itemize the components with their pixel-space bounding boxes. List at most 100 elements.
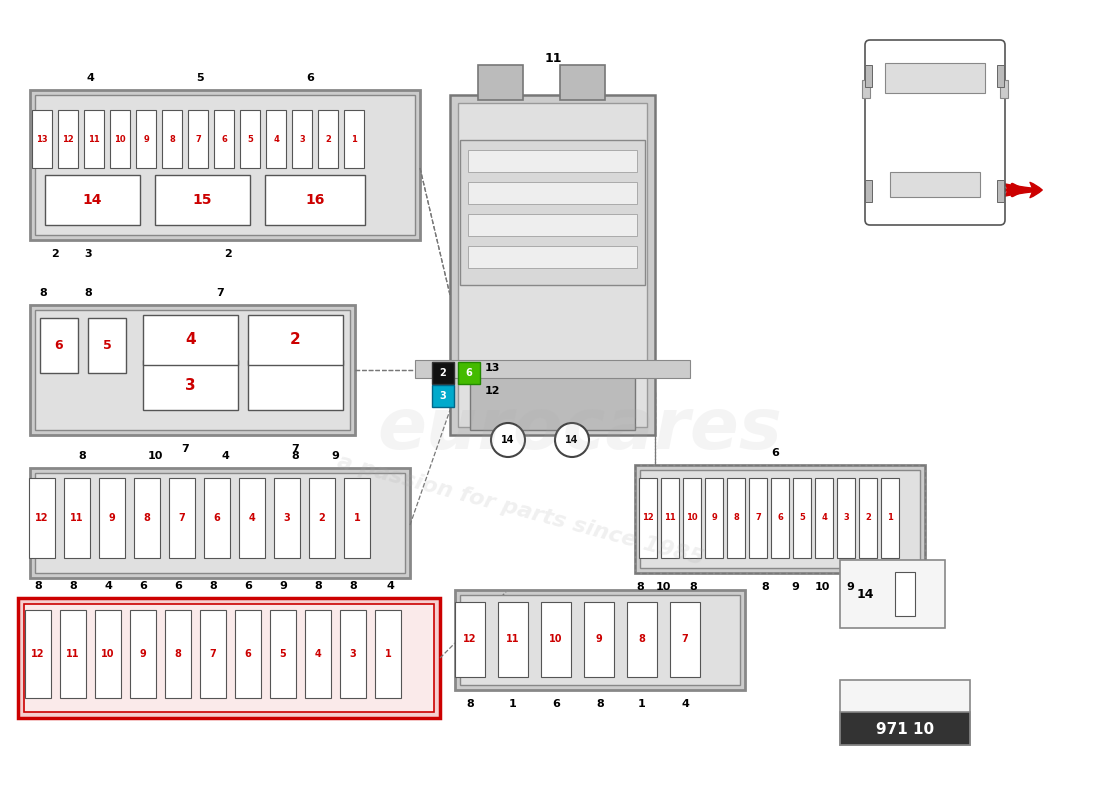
Text: 7: 7 bbox=[195, 134, 201, 143]
Bar bbox=[110, 110, 130, 168]
Bar bbox=[705, 478, 723, 558]
Bar bbox=[88, 318, 126, 373]
Text: 11: 11 bbox=[544, 51, 562, 65]
Bar bbox=[468, 246, 637, 268]
Bar bbox=[165, 610, 191, 698]
Bar bbox=[458, 362, 480, 384]
Bar bbox=[143, 360, 238, 410]
Text: 6: 6 bbox=[213, 513, 220, 523]
Text: 7: 7 bbox=[755, 514, 761, 522]
Text: 9: 9 bbox=[595, 634, 603, 645]
Text: 9: 9 bbox=[846, 582, 854, 592]
Bar bbox=[162, 110, 182, 168]
Text: 3: 3 bbox=[350, 649, 356, 659]
Text: 2: 2 bbox=[290, 333, 301, 347]
Bar bbox=[344, 110, 364, 168]
Text: 6: 6 bbox=[777, 514, 783, 522]
Bar bbox=[30, 90, 420, 240]
Bar bbox=[997, 180, 1004, 202]
Bar bbox=[344, 478, 370, 558]
Text: 6: 6 bbox=[244, 581, 252, 591]
Text: 4: 4 bbox=[821, 514, 827, 522]
Text: 8: 8 bbox=[34, 581, 42, 591]
Text: 10: 10 bbox=[114, 134, 125, 143]
Text: 3: 3 bbox=[185, 378, 196, 393]
Text: 12: 12 bbox=[642, 514, 653, 522]
Text: 2: 2 bbox=[319, 513, 326, 523]
Text: 14: 14 bbox=[565, 435, 579, 445]
Text: 13: 13 bbox=[36, 134, 47, 143]
Bar bbox=[239, 478, 265, 558]
Bar bbox=[24, 604, 434, 712]
Text: 11: 11 bbox=[66, 649, 79, 659]
Bar bbox=[32, 110, 52, 168]
Text: 8: 8 bbox=[40, 288, 47, 298]
Bar bbox=[584, 602, 614, 677]
Text: 11: 11 bbox=[88, 134, 100, 143]
Bar bbox=[40, 318, 78, 373]
Text: 4: 4 bbox=[249, 513, 255, 523]
Bar bbox=[292, 110, 312, 168]
Text: 12: 12 bbox=[484, 386, 499, 396]
Text: 14: 14 bbox=[856, 587, 873, 601]
Bar bbox=[35, 310, 350, 430]
Text: 7: 7 bbox=[216, 288, 224, 298]
Bar bbox=[204, 478, 230, 558]
Bar bbox=[661, 478, 679, 558]
Bar bbox=[375, 610, 402, 698]
Bar bbox=[865, 180, 872, 202]
Text: 1: 1 bbox=[353, 513, 361, 523]
Text: 4: 4 bbox=[273, 134, 279, 143]
Bar bbox=[432, 362, 454, 384]
Bar bbox=[468, 214, 637, 236]
Bar bbox=[25, 610, 51, 698]
Bar bbox=[155, 175, 250, 225]
Text: 2: 2 bbox=[224, 249, 232, 259]
Bar bbox=[432, 385, 454, 407]
Bar bbox=[498, 602, 528, 677]
Text: 3: 3 bbox=[440, 391, 447, 401]
Bar bbox=[200, 610, 225, 698]
Text: 15: 15 bbox=[192, 193, 212, 207]
Text: 6: 6 bbox=[174, 581, 182, 591]
Text: 11: 11 bbox=[664, 514, 675, 522]
Bar bbox=[340, 610, 366, 698]
Bar bbox=[895, 572, 915, 616]
Text: 12: 12 bbox=[463, 634, 476, 645]
Text: 5: 5 bbox=[196, 73, 204, 83]
Text: 4: 4 bbox=[681, 699, 689, 709]
Bar bbox=[248, 315, 343, 365]
Text: 1: 1 bbox=[385, 649, 392, 659]
Bar bbox=[305, 610, 331, 698]
Text: 4: 4 bbox=[86, 73, 94, 83]
Bar bbox=[134, 478, 159, 558]
Text: a passion for parts since 1985: a passion for parts since 1985 bbox=[334, 451, 705, 569]
Text: 8: 8 bbox=[169, 134, 175, 143]
Bar bbox=[468, 182, 637, 204]
Text: 1: 1 bbox=[351, 134, 356, 143]
Text: 6: 6 bbox=[139, 581, 147, 591]
Bar bbox=[35, 95, 415, 235]
Bar bbox=[136, 110, 156, 168]
Bar bbox=[635, 465, 925, 573]
Text: 8: 8 bbox=[78, 451, 86, 461]
Bar bbox=[455, 602, 485, 677]
Text: 6: 6 bbox=[221, 134, 227, 143]
Text: 9: 9 bbox=[279, 581, 287, 591]
Text: 10: 10 bbox=[147, 451, 163, 461]
Bar bbox=[235, 610, 261, 698]
Bar bbox=[84, 110, 104, 168]
Circle shape bbox=[491, 423, 525, 457]
Text: 2: 2 bbox=[51, 249, 59, 259]
Bar bbox=[997, 65, 1004, 87]
Text: 8: 8 bbox=[761, 582, 769, 592]
Text: 5: 5 bbox=[248, 134, 253, 143]
Text: 1: 1 bbox=[638, 699, 646, 709]
Bar bbox=[640, 470, 920, 568]
Bar bbox=[29, 478, 55, 558]
Bar bbox=[274, 478, 300, 558]
Bar bbox=[890, 172, 980, 197]
Text: 7: 7 bbox=[178, 513, 186, 523]
Bar bbox=[309, 478, 336, 558]
Text: 9: 9 bbox=[331, 451, 339, 461]
